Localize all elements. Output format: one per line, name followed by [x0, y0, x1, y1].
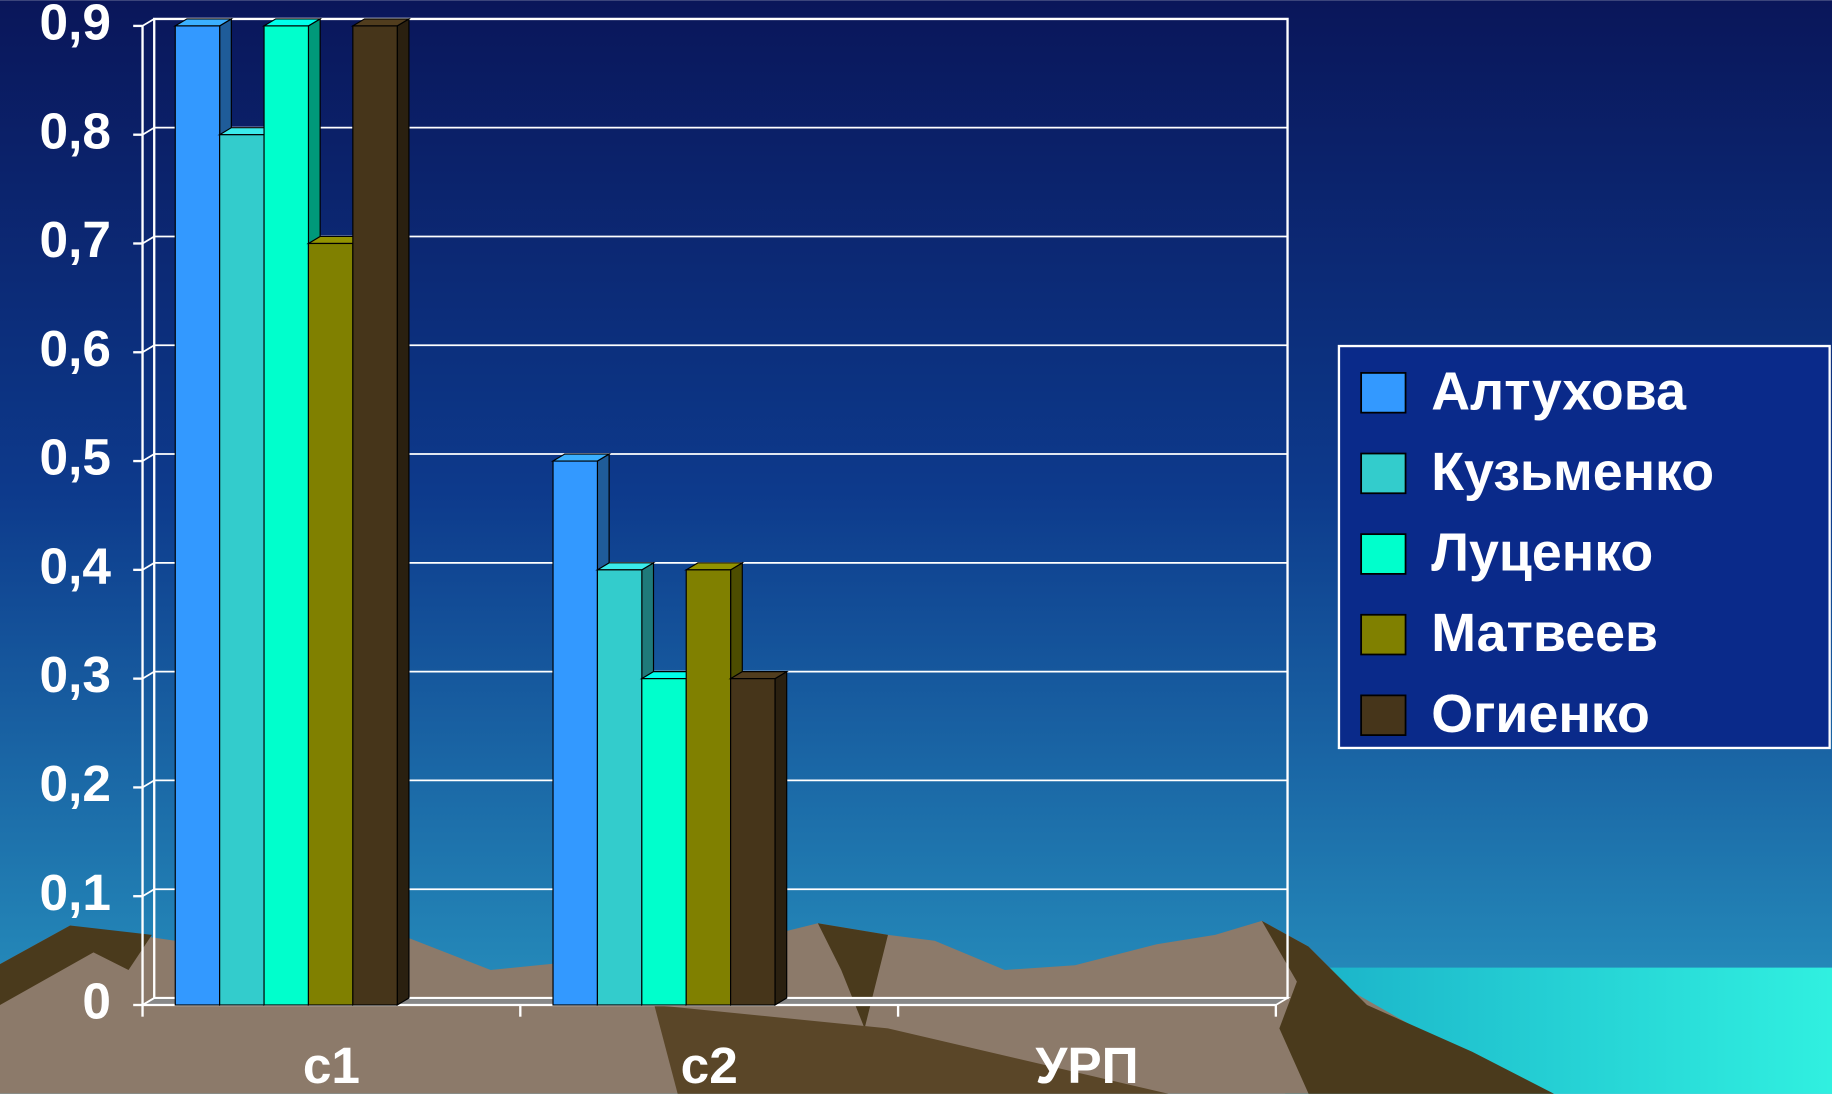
y-tick-label: 0,7: [40, 210, 111, 268]
x-tick-label: УРП: [1035, 1036, 1138, 1094]
bar: [264, 26, 308, 1005]
legend: Алтухова Кузьменко Луценко Матвеев Огиенко: [1339, 346, 1830, 748]
bar: [220, 135, 264, 1005]
legend-label: Алтухова: [1431, 361, 1687, 421]
legend-swatch: [1361, 615, 1405, 655]
y-tick-label: 0,1: [40, 863, 111, 921]
legend-swatch: [1361, 454, 1405, 494]
legend-label: Кузьменко: [1431, 442, 1714, 502]
bar: [553, 461, 597, 1005]
y-tick-label: 0,4: [40, 536, 112, 594]
legend-swatch: [1361, 534, 1405, 574]
bar: [175, 26, 219, 1005]
chart: Алтухова Кузьменко Луценко Матвеев Огиенко 0…: [0, 0, 1832, 1094]
y-tick-label: 0,9: [40, 0, 111, 50]
y-tick-label: 0,2: [40, 754, 111, 812]
legend-label: Матвеев: [1431, 603, 1658, 663]
bar-side: [775, 672, 787, 1005]
bar: [597, 570, 641, 1005]
x-tick-label: c1: [303, 1036, 360, 1094]
bar: [686, 570, 730, 1005]
x-tick-label: c2: [681, 1036, 738, 1094]
legend-swatch: [1361, 373, 1405, 413]
bar: [731, 679, 775, 1005]
bar-side: [397, 19, 409, 1005]
legend-label: Огиенко: [1431, 684, 1650, 744]
legend-label: Луценко: [1431, 523, 1653, 583]
legend-swatch: [1361, 695, 1405, 735]
y-tick-label: 0,6: [40, 319, 111, 377]
bar: [353, 26, 397, 1005]
y-tick-label: 0: [82, 972, 111, 1030]
y-tick-label: 0,8: [40, 101, 111, 159]
bar: [308, 243, 352, 1005]
y-tick-label: 0,5: [40, 428, 111, 486]
y-tick-label: 0,3: [40, 645, 111, 703]
bar: [642, 679, 686, 1005]
